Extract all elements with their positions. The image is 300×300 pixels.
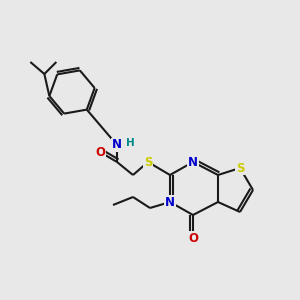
Text: H: H	[126, 138, 134, 148]
Text: S: S	[144, 155, 152, 169]
Text: O: O	[95, 146, 105, 158]
Text: S: S	[236, 161, 244, 175]
Text: N: N	[188, 155, 198, 169]
Text: O: O	[188, 232, 198, 244]
Text: N: N	[165, 196, 175, 208]
Text: N: N	[112, 139, 122, 152]
